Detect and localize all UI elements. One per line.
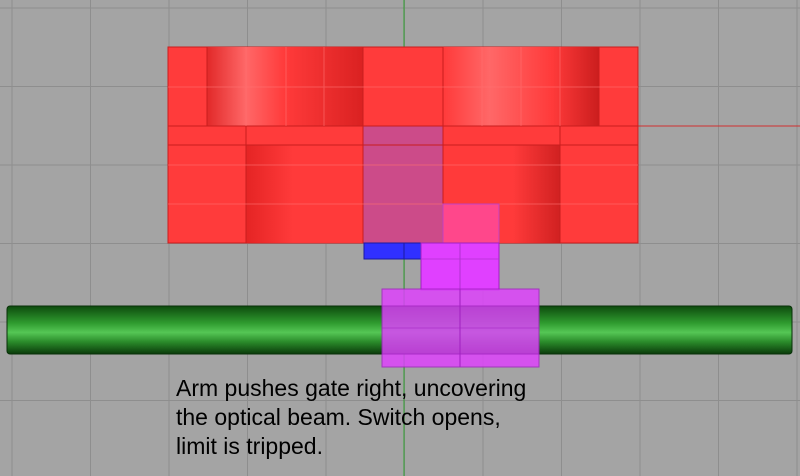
sensor-housing xyxy=(167,46,639,244)
caption-line: limit is tripped. xyxy=(176,433,323,459)
caption-line: Arm pushes gate right, uncovering xyxy=(176,375,527,401)
caption: Arm pushes gate right, uncovering the op… xyxy=(176,374,616,461)
gate xyxy=(420,203,500,291)
gate-block xyxy=(381,288,540,368)
caption-line: the optical beam. Switch opens, xyxy=(176,404,501,430)
